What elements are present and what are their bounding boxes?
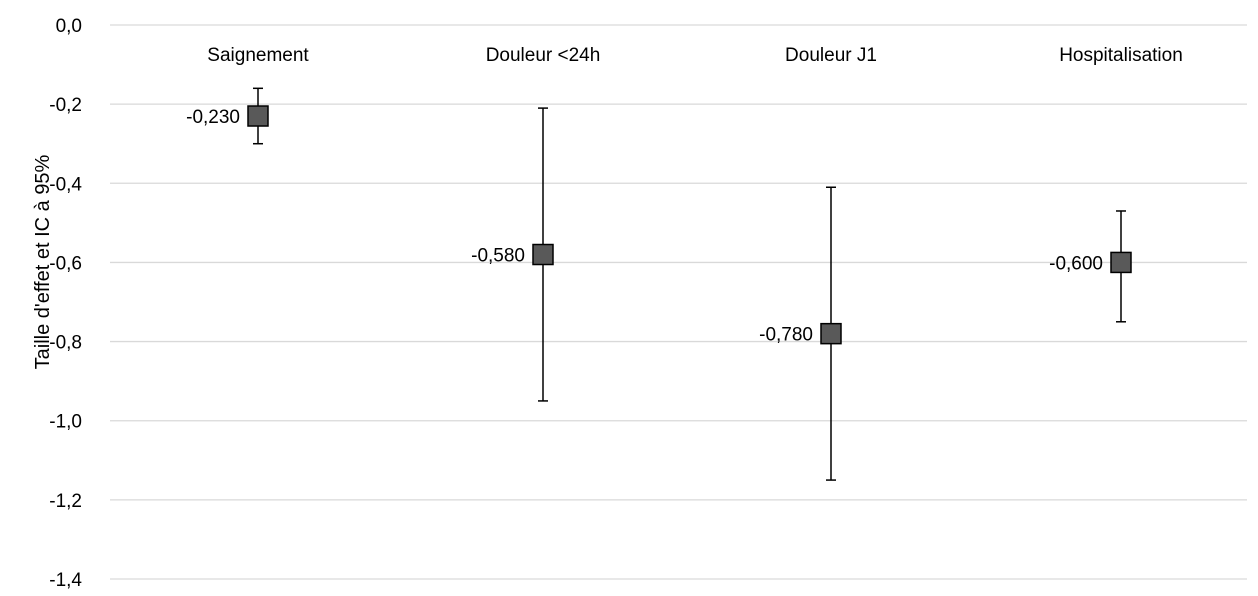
point-markers (247, 105, 1132, 345)
data-label: -0,580 (471, 246, 525, 267)
point-marker (247, 105, 269, 127)
category-label: Hospitalisation (1059, 45, 1183, 66)
category-label: Douleur <24h (486, 45, 601, 66)
y-tick-label: -1,4 (49, 570, 82, 591)
y-axis-label: Taille d'effet et IC à 95% (32, 154, 54, 369)
data-label: -0,600 (1049, 253, 1103, 274)
y-tick-label: -1,2 (49, 491, 82, 512)
y-tick-label: -0,4 (49, 174, 82, 195)
point-marker (1110, 251, 1132, 274)
y-tick-label: -0,2 (49, 95, 82, 116)
point-marker (820, 322, 842, 345)
y-tick-labels: 0,0 -0,2 -0,4 -0,6 -0,8 -1,0 -1,2 -1,4 (49, 16, 82, 591)
y-tick-label: -1,0 (49, 412, 82, 433)
category-label: Douleur J1 (785, 45, 877, 66)
data-labels: -0,230 -0,580 -0,780 -0,600 (186, 107, 1103, 346)
y-tick-label: -0,8 (49, 333, 82, 354)
data-label: -0,230 (186, 107, 240, 128)
gridlines (110, 24, 1247, 580)
category-label: Saignement (207, 45, 309, 66)
y-tick-label: -0,6 (49, 253, 82, 274)
y-tick-label: 0,0 (56, 16, 82, 37)
category-labels: Saignement Douleur <24h Douleur J1 Hospital… (207, 45, 1182, 66)
data-label: -0,780 (759, 325, 813, 346)
point-marker (532, 243, 554, 266)
